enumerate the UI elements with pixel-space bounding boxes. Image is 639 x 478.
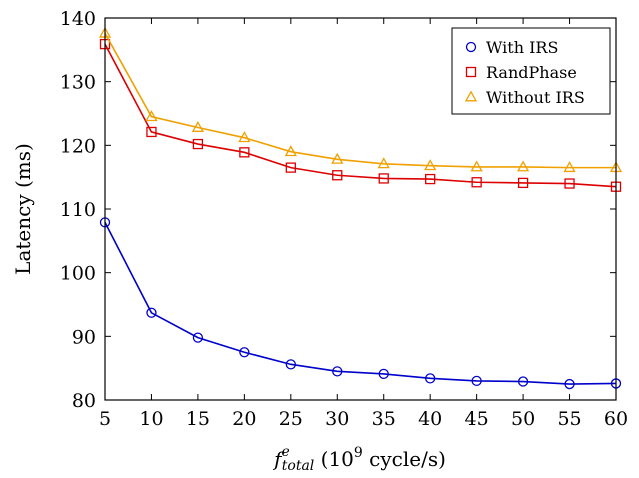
x-axis-label-sub: total — [282, 458, 315, 474]
x-tick-label: 60 — [604, 408, 628, 430]
data-point-with-irs — [378, 368, 389, 380]
legend-marker-randphase — [465, 66, 477, 78]
series-line-without-irs — [104, 32, 616, 169]
series-line-with-irs — [104, 222, 617, 385]
data-point-randphase — [146, 126, 157, 138]
y-axis-label: Latency (ms) — [11, 143, 35, 275]
ticks-layer: 5 10 15 20 25 30 35 40 45 50 55 60 80 90 100 110 120 130 1… — [60, 8, 628, 430]
data-point-without-irs — [191, 120, 205, 132]
data-point-without-irs — [563, 161, 576, 173]
x-axis-label-unit-open: (10 — [314, 447, 354, 471]
data-point-with-irs — [285, 359, 296, 370]
x-tick-label: 10 — [139, 408, 163, 430]
y-tick-label: 90 — [72, 326, 96, 348]
data-point-randphase — [564, 178, 575, 189]
x-axis-label-unit-close: cycle/s) — [363, 447, 446, 471]
x-tick-label: 50 — [511, 408, 535, 430]
data-point-without-irs — [331, 152, 344, 164]
series-layer — [98, 26, 623, 390]
data-point-with-irs — [332, 366, 343, 377]
x-tick-label: 30 — [325, 408, 349, 430]
data-point-without-irs — [145, 110, 158, 122]
data-point-with-irs — [564, 378, 575, 390]
series-line-randphase — [104, 43, 617, 188]
x-tick-label: 15 — [186, 408, 210, 430]
y-tick-label: 100 — [60, 263, 96, 285]
data-point-randphase — [517, 177, 529, 189]
data-point-randphase — [378, 173, 389, 184]
data-point-randphase — [239, 147, 250, 158]
x-tick-label: 55 — [557, 408, 581, 430]
data-point-with-irs — [425, 373, 436, 384]
data-point-randphase — [285, 162, 296, 173]
x-tick-label: 45 — [465, 408, 489, 430]
legend-marker-with-irs — [465, 41, 477, 53]
y-tick-label: 80 — [72, 390, 96, 412]
x-tick-label: 35 — [372, 408, 396, 430]
data-point-without-irs — [516, 160, 530, 172]
data-point-randphase — [425, 173, 436, 185]
y-tick-label: 130 — [60, 72, 96, 94]
legend-label-without-irs: Without IRS — [486, 88, 585, 107]
data-point-with-irs — [239, 347, 250, 358]
data-point-with-irs — [517, 376, 529, 387]
x-tick-label: 5 — [99, 408, 111, 430]
data-point-without-irs — [377, 157, 390, 169]
legend-box — [451, 27, 611, 115]
legend: With IRS RandPhase Without IRS — [451, 27, 611, 115]
data-point-with-irs — [471, 375, 482, 387]
x-axis-label: fe total (109 cycle/s) — [272, 444, 446, 474]
data-point-randphase — [471, 177, 482, 188]
data-point-randphase — [332, 170, 343, 181]
y-tick-label: 110 — [60, 199, 96, 221]
y-tick-label: 120 — [60, 135, 96, 157]
data-point-without-irs — [470, 160, 483, 172]
data-point-without-irs — [424, 159, 437, 171]
data-point-without-irs — [284, 145, 297, 157]
x-axis-label-unit-exp: 9 — [354, 445, 363, 461]
x-axis-label-sup: e — [281, 444, 289, 460]
x-tick-label: 25 — [279, 408, 303, 430]
x-tick-label: 40 — [418, 408, 442, 430]
legend-label-with-irs: With IRS — [486, 38, 558, 57]
data-point-randphase — [192, 138, 204, 150]
data-point-without-irs — [238, 131, 251, 143]
data-point-with-irs — [192, 332, 204, 343]
y-tick-label: 140 — [60, 8, 96, 30]
data-point-with-irs — [146, 307, 157, 318]
legend-label-randphase: RandPhase — [486, 63, 577, 82]
x-tick-label: 20 — [232, 408, 256, 430]
legend-marker-without-irs — [464, 90, 478, 102]
